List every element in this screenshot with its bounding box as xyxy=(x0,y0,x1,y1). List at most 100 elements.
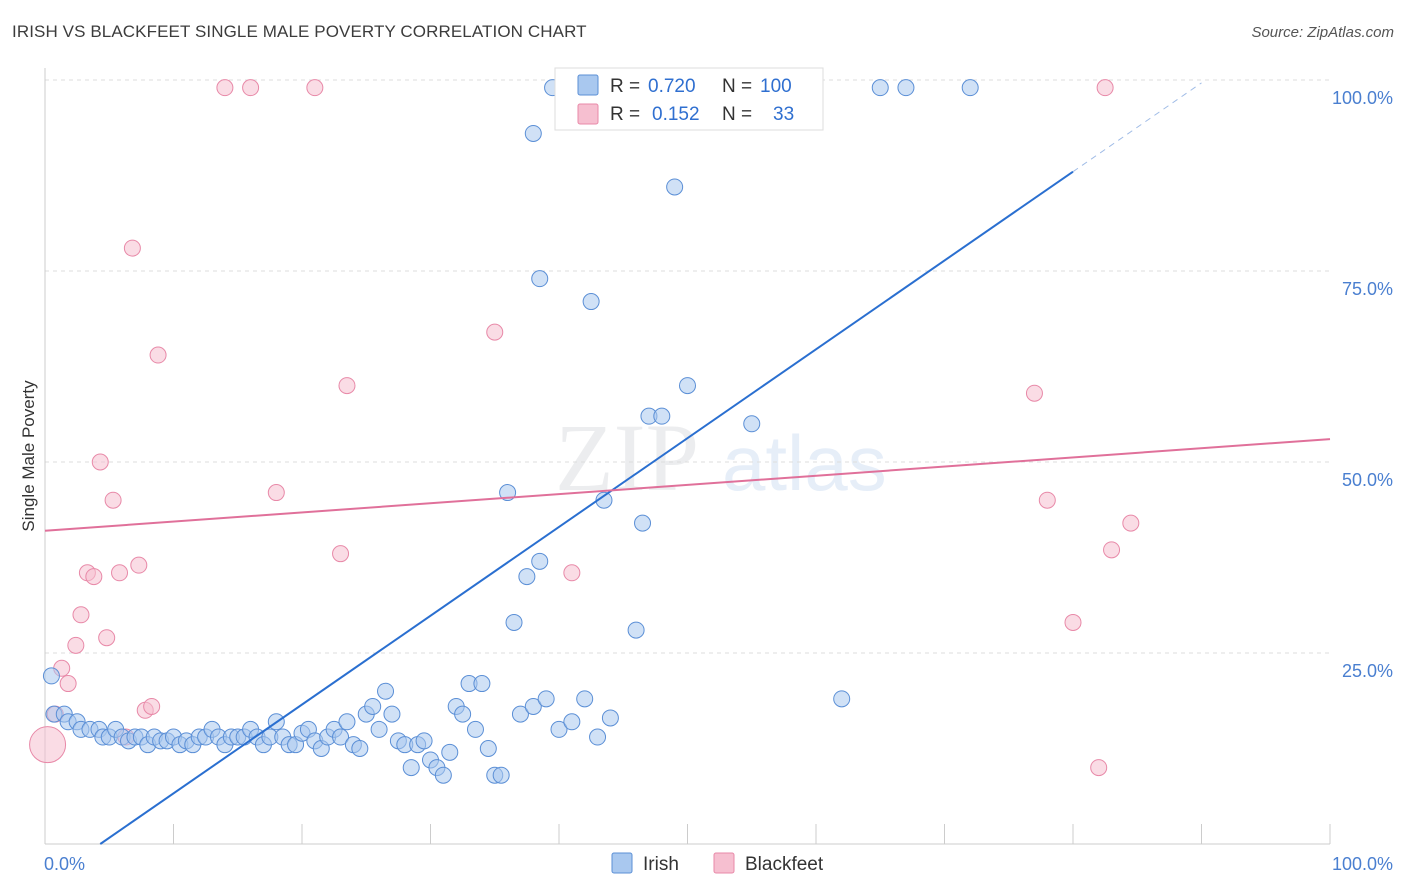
irish-point xyxy=(531,270,549,288)
correlation-legend: R = 0.720 N = 100 R = 0.152 N = 33 xyxy=(554,67,824,131)
irish-point xyxy=(492,766,510,784)
blackfeet-point xyxy=(98,629,116,647)
blackfeet-point xyxy=(1038,491,1056,509)
blackfeet-point xyxy=(59,675,77,693)
blackfeet-point xyxy=(123,239,141,257)
irish-trend-extension xyxy=(1072,82,1202,173)
irish-trend-line xyxy=(99,170,1074,845)
legend-swatch-irish xyxy=(577,74,599,96)
blackfeet-point xyxy=(332,545,350,563)
watermark-atlas: atlas xyxy=(722,419,887,507)
series-legend: Irish Blackfeet xyxy=(611,852,824,875)
blackfeet-point xyxy=(149,346,167,364)
irish-point xyxy=(441,743,459,761)
blackfeet-point xyxy=(85,568,103,586)
trend-lines xyxy=(44,82,1331,845)
irish-point xyxy=(332,728,350,746)
irish-point xyxy=(961,79,979,97)
irish-point xyxy=(511,705,529,723)
blackfeet-trend-line xyxy=(44,438,1331,532)
chart-title: IRISH VS BLACKFEET SINGLE MALE POVERTY C… xyxy=(12,22,587,41)
y-tick-label: 25.0% xyxy=(1342,661,1393,681)
blackfeet-point xyxy=(1090,759,1108,777)
irish-point xyxy=(601,709,619,727)
blackfeet-point xyxy=(486,323,504,341)
irish-point xyxy=(479,740,497,757)
bottom-legend-swatch-blackfeet xyxy=(713,852,735,874)
irish-point xyxy=(563,713,581,731)
x-tick-labels: 0.0% 100.0% xyxy=(44,854,1393,874)
legend-box xyxy=(554,67,824,131)
blackfeet-point xyxy=(67,636,85,654)
legend-swatch-blackfeet xyxy=(577,103,599,125)
blackfeet-point xyxy=(91,453,109,471)
irish-point xyxy=(666,178,684,196)
irish-point xyxy=(370,720,388,738)
blackfeet-point xyxy=(104,491,122,509)
bottom-legend-label-blackfeet: Blackfeet xyxy=(745,854,824,875)
legend-n-label-blackfeet: N = xyxy=(722,104,752,125)
blackfeet-point xyxy=(563,564,581,582)
irish-point xyxy=(634,514,652,532)
irish-point xyxy=(833,690,851,708)
irish-point xyxy=(383,705,401,723)
grid-lines xyxy=(45,79,1330,654)
y-tick-label: 50.0% xyxy=(1342,470,1393,490)
irish-point xyxy=(351,740,369,757)
x-tick-label: 100.0% xyxy=(1332,854,1393,874)
irish-points xyxy=(42,79,979,784)
blackfeet-point xyxy=(111,564,129,582)
irish-point xyxy=(531,552,549,570)
irish-point xyxy=(537,690,555,708)
source-label: Source: ZipAtlas.com xyxy=(1251,24,1394,41)
legend-r-value-blackfeet: 0.152 xyxy=(652,104,700,125)
blackfeet-point xyxy=(338,377,356,395)
blackfeet-point xyxy=(267,484,285,502)
blackfeet-point xyxy=(72,606,90,624)
legend-n-label-irish: N = xyxy=(722,76,752,97)
x-tick-label: 0.0% xyxy=(44,854,85,874)
blackfeet-point xyxy=(1103,541,1121,559)
blackfeet-point xyxy=(130,556,148,574)
irish-point xyxy=(434,766,452,784)
irish-point xyxy=(524,124,542,142)
irish-point xyxy=(402,759,420,777)
irish-point xyxy=(653,407,671,425)
y-tick-label: 75.0% xyxy=(1342,279,1393,299)
irish-point xyxy=(897,79,915,97)
irish-point xyxy=(415,732,433,750)
legend-r-value-irish: 0.720 xyxy=(648,76,696,97)
irish-point xyxy=(338,713,356,731)
irish-point xyxy=(524,697,542,715)
irish-point xyxy=(871,79,889,97)
blackfeet-points xyxy=(29,79,1140,777)
watermark-zip: ZIP xyxy=(555,404,699,511)
irish-point xyxy=(679,377,696,395)
blackfeet-point xyxy=(1122,514,1140,532)
blackfeet-point xyxy=(216,79,234,97)
irish-point xyxy=(627,621,645,639)
y-tick-labels: 25.0% 50.0% 75.0% 100.0% xyxy=(1332,88,1393,681)
irish-point xyxy=(550,720,568,738)
irish-point xyxy=(589,728,607,746)
legend-r-label-irish: R = xyxy=(610,76,640,97)
blackfeet-point xyxy=(1064,613,1082,631)
legend-n-value-blackfeet: 33 xyxy=(773,104,794,125)
bottom-legend-swatch-irish xyxy=(611,852,633,874)
blackfeet-point xyxy=(306,79,324,97)
y-axis-label: Single Male Poverty xyxy=(19,380,38,532)
irish-point xyxy=(454,705,472,723)
irish-point xyxy=(505,613,523,631)
y-tick-label: 100.0% xyxy=(1332,88,1393,108)
irish-point xyxy=(377,682,395,700)
blackfeet-point xyxy=(1096,79,1114,97)
irish-point xyxy=(473,675,491,693)
bottom-legend-label-irish: Irish xyxy=(643,854,679,875)
legend-n-value-irish: 100 xyxy=(760,76,792,97)
irish-point xyxy=(42,667,60,685)
irish-point xyxy=(743,415,761,433)
irish-point xyxy=(364,697,382,715)
blackfeet-point xyxy=(1025,384,1043,402)
irish-point xyxy=(466,720,484,738)
